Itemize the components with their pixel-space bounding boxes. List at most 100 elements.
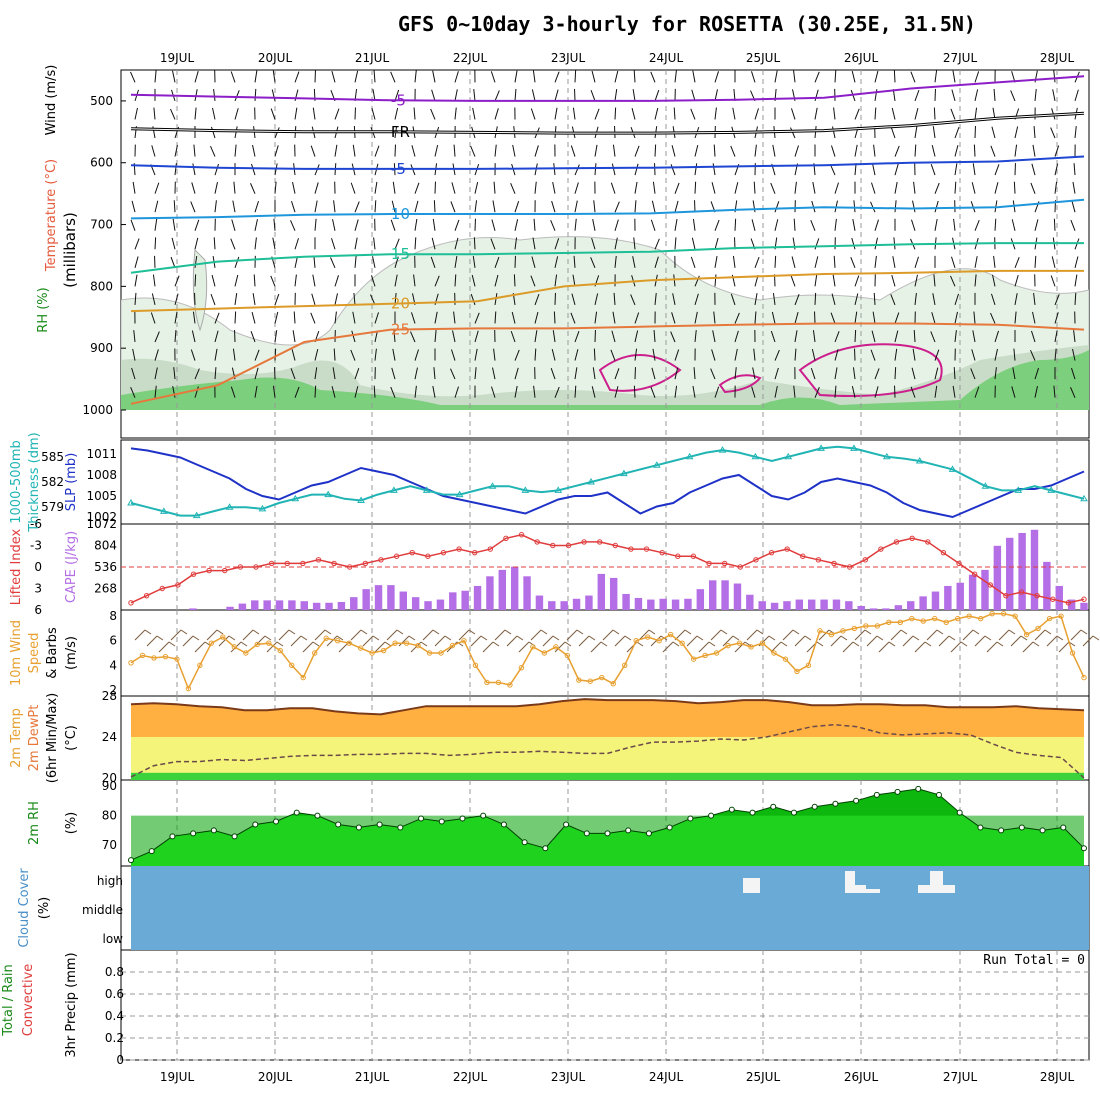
wind-barb xyxy=(530,108,536,120)
wind-barb-10m xyxy=(902,635,914,647)
rh-dark-area xyxy=(131,788,1084,861)
wind-barb xyxy=(213,88,216,101)
wind-speed-point xyxy=(886,619,892,625)
wind-barb xyxy=(790,275,796,287)
wind-barb xyxy=(972,330,976,343)
wind-barb-10m xyxy=(1070,629,1082,641)
wind-barb xyxy=(291,200,296,213)
wind-barb xyxy=(514,385,518,398)
wind-barb-flag xyxy=(780,641,788,647)
ylabel-2mtemp: 2m Temp xyxy=(9,708,24,768)
cape-bar xyxy=(684,598,692,610)
wind-barb xyxy=(1033,126,1036,139)
rh-point xyxy=(563,821,570,828)
lifted-point xyxy=(659,549,665,556)
wind-barb xyxy=(894,312,900,324)
wind-barb xyxy=(150,312,156,324)
wind-barb xyxy=(1053,218,1056,231)
wind-barb xyxy=(472,107,476,120)
wind-barb xyxy=(534,145,539,157)
wind-barb xyxy=(151,293,156,306)
date-label-top: 22JUL xyxy=(453,51,488,65)
wind-barb xyxy=(154,367,158,380)
cape-bar xyxy=(387,585,395,610)
wind-barb xyxy=(230,71,236,83)
cloud-block-2 xyxy=(845,871,880,893)
wind-barb-flag xyxy=(936,629,944,635)
wind-barb xyxy=(492,367,496,380)
cape-bar xyxy=(609,577,618,610)
lifted-point xyxy=(534,539,540,545)
wind-speed-point xyxy=(507,682,513,688)
isotherm-lines: -5 FR -5 10 15 20 25 xyxy=(130,75,1085,405)
wind-barb xyxy=(1032,311,1036,324)
wind-speed-point xyxy=(243,650,249,656)
wind-barb xyxy=(874,386,879,398)
wind-barb-10m xyxy=(482,641,494,653)
wind-barb xyxy=(534,348,537,361)
wind-barb xyxy=(954,311,958,324)
wind-barb-flag xyxy=(648,629,656,635)
wind-barb-10m xyxy=(986,641,998,653)
wind-speed-point xyxy=(576,677,582,683)
wind-barb xyxy=(652,348,656,361)
rh-point xyxy=(666,824,673,831)
wind-barb xyxy=(914,274,918,287)
wind-barb xyxy=(374,145,380,157)
wind-barb xyxy=(274,348,277,361)
wind-barb xyxy=(753,181,756,194)
wind-barb xyxy=(770,182,776,194)
thickness-point xyxy=(488,482,497,489)
wind-barb xyxy=(130,71,136,83)
lifted-point xyxy=(956,560,962,567)
date-label-bottom: 19JUL xyxy=(160,1070,195,1084)
wind-speed-point xyxy=(759,640,766,646)
wind-barb xyxy=(1030,349,1036,361)
wind-barb xyxy=(694,311,698,324)
lifted-point xyxy=(1034,592,1040,599)
wind-barb xyxy=(314,349,319,361)
wind-barb xyxy=(994,330,999,343)
wind-speed-point xyxy=(254,641,261,648)
wind-barb xyxy=(570,145,576,157)
wind-barb xyxy=(291,349,296,361)
cape-bar xyxy=(1006,537,1014,610)
precip-tick: 0.6 xyxy=(105,987,124,1001)
lifted-point xyxy=(440,549,447,556)
wind-barb xyxy=(414,182,420,194)
wind-barb xyxy=(454,274,457,287)
wind-barb xyxy=(774,385,778,398)
wind-barb xyxy=(154,182,160,194)
wind-barb xyxy=(1011,386,1016,398)
wind-speed-point xyxy=(162,653,169,660)
wind-tick: 6 xyxy=(109,634,117,648)
wind-barb xyxy=(814,274,818,287)
wind-barb-flag xyxy=(324,629,332,635)
wind-barb xyxy=(1014,257,1020,269)
wind-barb xyxy=(451,182,456,194)
rh-point xyxy=(480,812,487,819)
rh-point xyxy=(148,848,155,855)
isotherm-4 xyxy=(130,242,1084,274)
lifted-point xyxy=(1081,596,1087,602)
cape-tick: 804 xyxy=(94,539,117,553)
wind-barb xyxy=(814,292,817,305)
wind-barb xyxy=(912,348,916,361)
wind-barb xyxy=(972,163,976,176)
wind-barb xyxy=(554,238,560,250)
wind-speed-point xyxy=(897,619,903,625)
wind-barb xyxy=(574,331,580,343)
wind-barb xyxy=(651,200,656,213)
wind-speed-point xyxy=(599,674,605,681)
wind-barb xyxy=(652,181,656,194)
wind-barb xyxy=(811,348,816,361)
wind-barb xyxy=(933,107,936,120)
wind-barb xyxy=(314,218,317,231)
rh-point xyxy=(873,791,880,798)
wind-barb-10m xyxy=(422,629,434,641)
wind-barb xyxy=(890,294,896,306)
rh-magenta-contour xyxy=(598,354,682,392)
wind-barb xyxy=(850,257,856,269)
cape-bar xyxy=(436,599,445,610)
thickness-point xyxy=(948,465,957,472)
